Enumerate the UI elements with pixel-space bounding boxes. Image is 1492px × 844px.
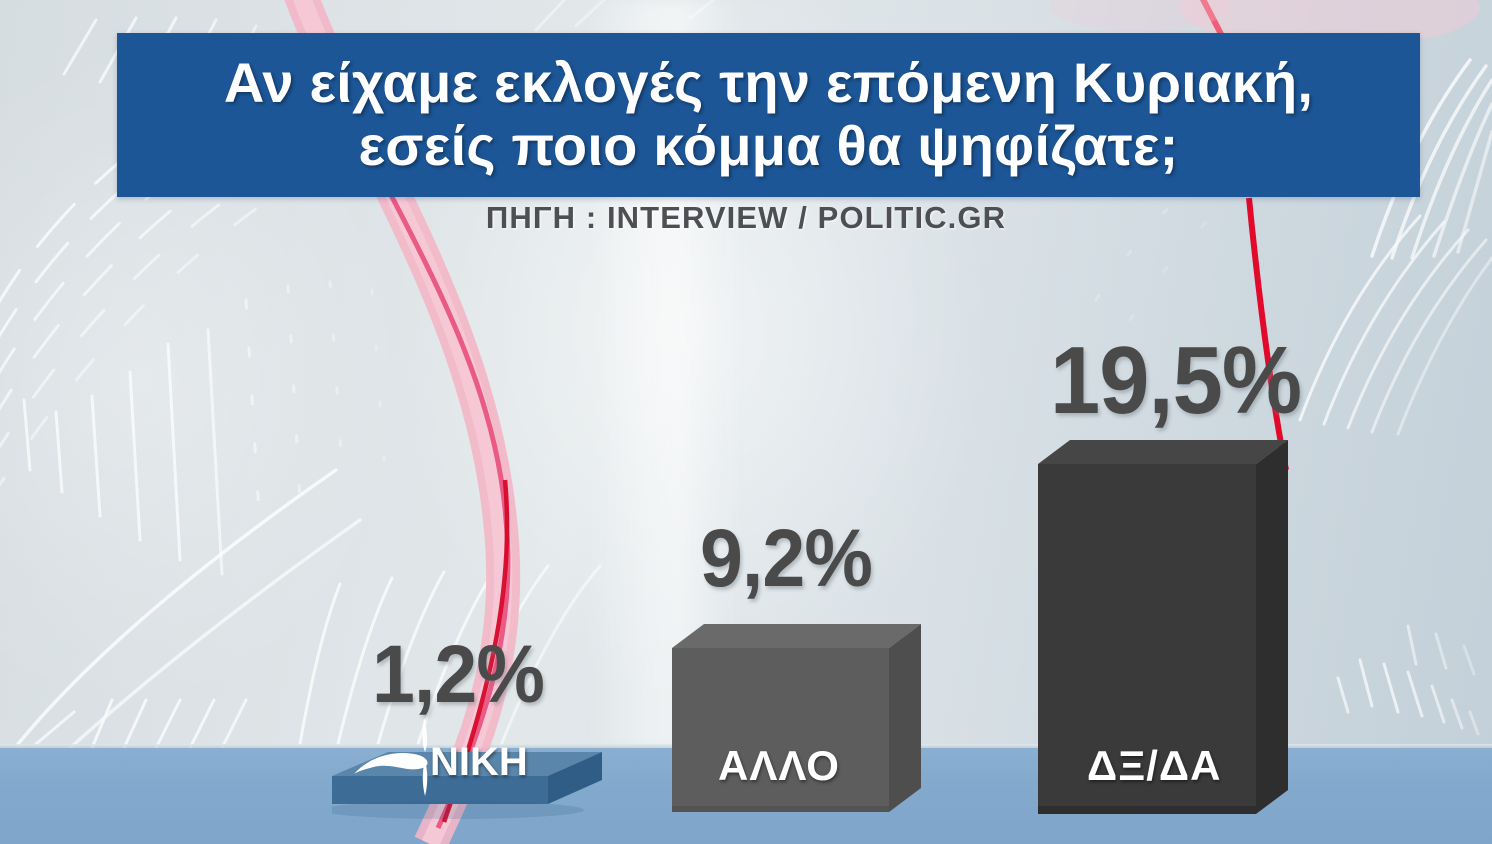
bar-value-label-niki: 1,2% [372,629,545,720]
title-line-2: εσείς ποιο κόμμα θα ψηφίζατε; [358,114,1179,177]
bar-label-dx-da: ΔΞ/ΔΑ [1087,742,1222,789]
bar-value-label-allo: 9,2% [700,513,873,604]
bar-label-niki: ΝΙΚΗ [430,740,528,784]
bar-value-label-dx-da: 19,5% [1050,327,1302,434]
title-line-1: Αν είχαμε εκλογές την επόμενη Κυριακή, [223,51,1314,115]
niki-party-logo [352,700,552,804]
bar-allo [655,620,935,830]
title-banner: Αν είχαμε εκλογές την επόμενη Κυριακή, ε… [117,33,1420,197]
source-attribution: ΠΗΓΗ : INTERVIEW / POLITIC.GR [485,200,1007,235]
bar-label-allo: ΑΛΛΟ [718,742,840,789]
bar-dx-da [1020,436,1310,832]
